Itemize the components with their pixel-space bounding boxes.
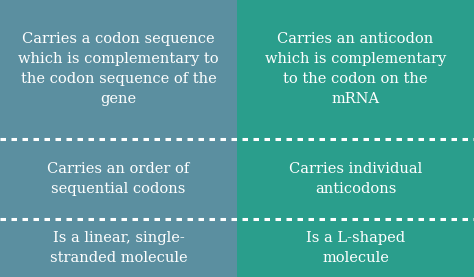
Text: Carries individual
anticodons: Carries individual anticodons	[289, 162, 422, 196]
Text: Carries a codon sequence
which is complementary to
the codon sequence of the
gen: Carries a codon sequence which is comple…	[18, 32, 219, 106]
Text: Carries an anticodon
which is complementary
to the codon on the
mRNA: Carries an anticodon which is complement…	[265, 32, 446, 106]
Text: Is a linear, single-
stranded molecule: Is a linear, single- stranded molecule	[50, 231, 187, 265]
Bar	[237, 0, 474, 277]
Bar	[0, 0, 237, 277]
Text: Carries an order of
sequential codons: Carries an order of sequential codons	[47, 162, 190, 196]
Text: Is a L-shaped
molecule: Is a L-shaped molecule	[306, 231, 405, 265]
